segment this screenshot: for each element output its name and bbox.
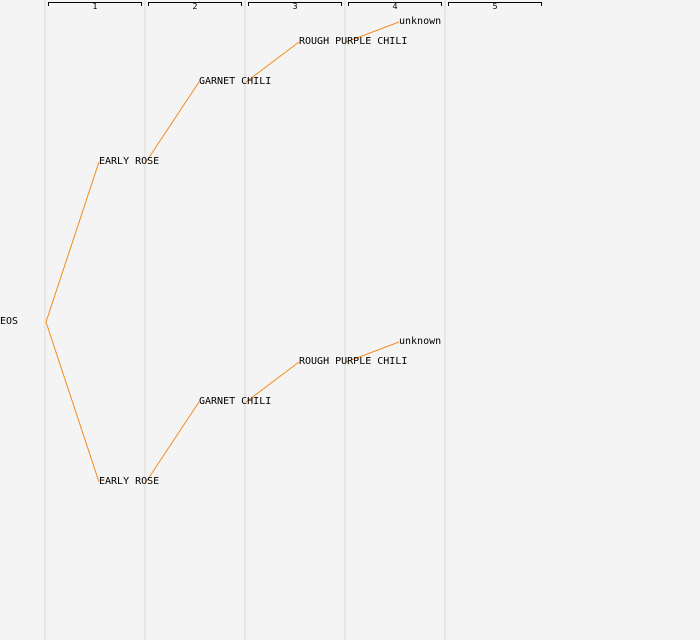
generation-3-label: 3 [292,2,298,11]
generation-4-bracket [348,2,442,6]
edge-garnet-chili-bottom-to-rough-purple-chili-bottom [245,361,300,403]
generation-3-bracket [248,2,342,6]
generation-1-label: 1 [92,2,98,11]
generation-2-column-line [144,0,146,640]
edge-rough-purple-chili-top-to-unknown-top [345,21,400,43]
generation-3-column-line [244,0,246,640]
node-garnet-chili-top[interactable]: GARNET CHILI [199,76,272,87]
generation-4-column-line [344,0,346,640]
edge-early-rose-bottom-to-garnet-chili-bottom [145,401,200,483]
edge-eos-to-early-rose-top [45,161,100,323]
edge-rough-purple-chili-bottom-to-unknown-bottom [345,341,400,363]
edge-early-rose-top-to-garnet-chili-top [145,81,200,163]
node-rough-purple-chili-bottom[interactable]: ROUGH PURPLE CHILI [299,356,408,367]
generation-4-label: 4 [392,2,398,11]
edge-garnet-chili-top-to-rough-purple-chili-top [245,41,300,83]
node-unknown-bottom[interactable]: unknown [399,336,442,347]
generation-5-bracket [448,2,542,6]
generation-1-bracket [48,2,142,6]
edge-eos-to-early-rose-bottom [45,321,100,483]
node-early-rose-top[interactable]: EARLY ROSE [99,156,160,167]
node-early-rose-bottom[interactable]: EARLY ROSE [99,476,160,487]
generation-2-label: 2 [192,2,198,11]
node-eos[interactable]: EOS [0,316,19,327]
node-rough-purple-chili-top[interactable]: ROUGH PURPLE CHILI [299,36,408,47]
generation-1-column-line [44,0,46,640]
generation-5-column-line [444,0,446,640]
generation-2-bracket [148,2,242,6]
generation-5-label: 5 [492,2,498,11]
node-unknown-top[interactable]: unknown [399,16,442,27]
node-garnet-chili-bottom[interactable]: GARNET CHILI [199,396,272,407]
